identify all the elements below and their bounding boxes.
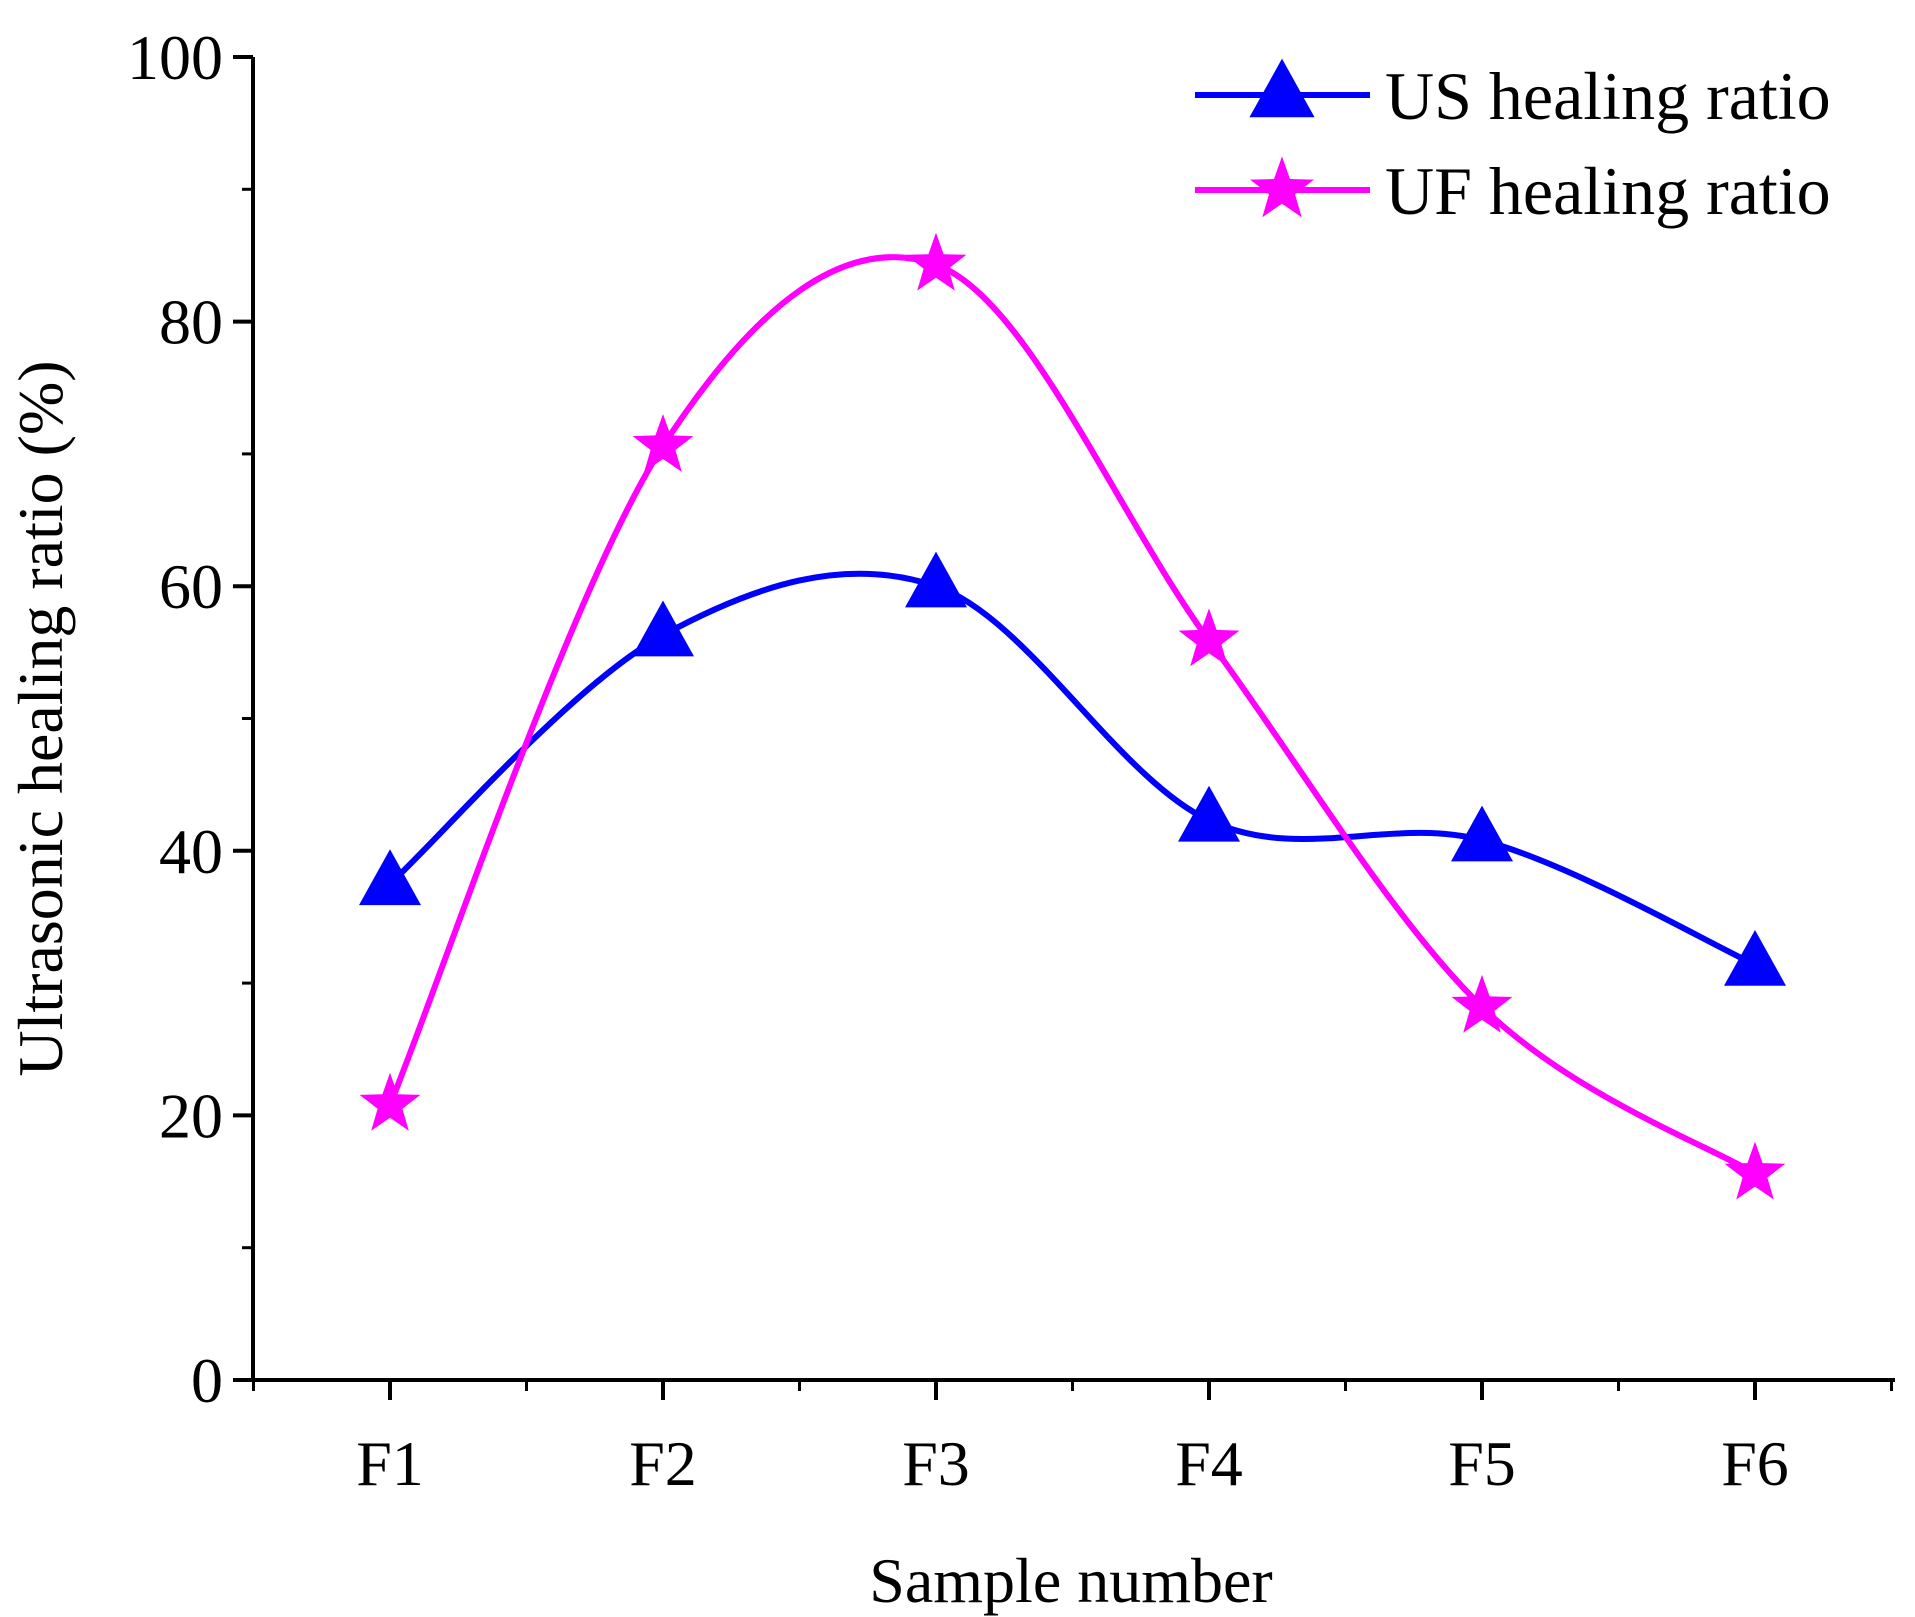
triangle-marker xyxy=(632,600,694,657)
y-axis-title: Ultrasonic healing ratio (%) xyxy=(5,360,76,1076)
y-tick-label: 60 xyxy=(159,551,223,622)
star-marker xyxy=(1178,608,1240,667)
series-layer xyxy=(359,232,1786,1200)
y-tick-label: 80 xyxy=(159,287,223,358)
x-tick-label: F3 xyxy=(902,1428,970,1499)
y-tick-label: 40 xyxy=(159,816,223,887)
series-line xyxy=(387,254,1758,1177)
x-tick-label: F1 xyxy=(356,1428,424,1499)
triangle-marker xyxy=(359,849,421,906)
x-axis-title: Sample number xyxy=(869,1545,1272,1616)
triangle-marker xyxy=(905,551,967,608)
series-1 xyxy=(359,551,1786,986)
star-marker xyxy=(1451,974,1513,1033)
legend-label: US healing ratio xyxy=(1385,58,1831,134)
triangle-marker xyxy=(1724,929,1786,986)
y-tick-label: 20 xyxy=(159,1080,223,1151)
legend-label: UF healing ratio xyxy=(1385,153,1831,229)
series-line xyxy=(387,570,1758,968)
x-tick-label: F2 xyxy=(629,1428,697,1499)
star-marker xyxy=(905,232,967,291)
legend-star-marker xyxy=(1250,156,1314,218)
star-marker xyxy=(632,414,694,472)
triangle-marker xyxy=(1178,785,1240,842)
series-2 xyxy=(359,232,1786,1200)
y-tick-label: 0 xyxy=(191,1345,223,1416)
star-marker xyxy=(1724,1141,1786,1200)
triangle-marker xyxy=(1451,805,1513,862)
legend: US healing ratio UF healing ratio xyxy=(1195,58,1831,229)
legend-triangle-marker xyxy=(1249,58,1315,118)
legend-item: UF healing ratio xyxy=(1195,153,1831,229)
x-tick-label: F4 xyxy=(1175,1428,1243,1499)
legend-item: US healing ratio xyxy=(1195,58,1831,134)
x-tick-label: F6 xyxy=(1721,1428,1789,1499)
axes: 0 20 40 60 80 100 F1 F2 F3 F4 F5 F6 xyxy=(127,22,1895,1499)
y-tick-label: 100 xyxy=(127,22,223,93)
star-marker xyxy=(359,1072,421,1131)
x-tick-label: F5 xyxy=(1448,1428,1516,1499)
